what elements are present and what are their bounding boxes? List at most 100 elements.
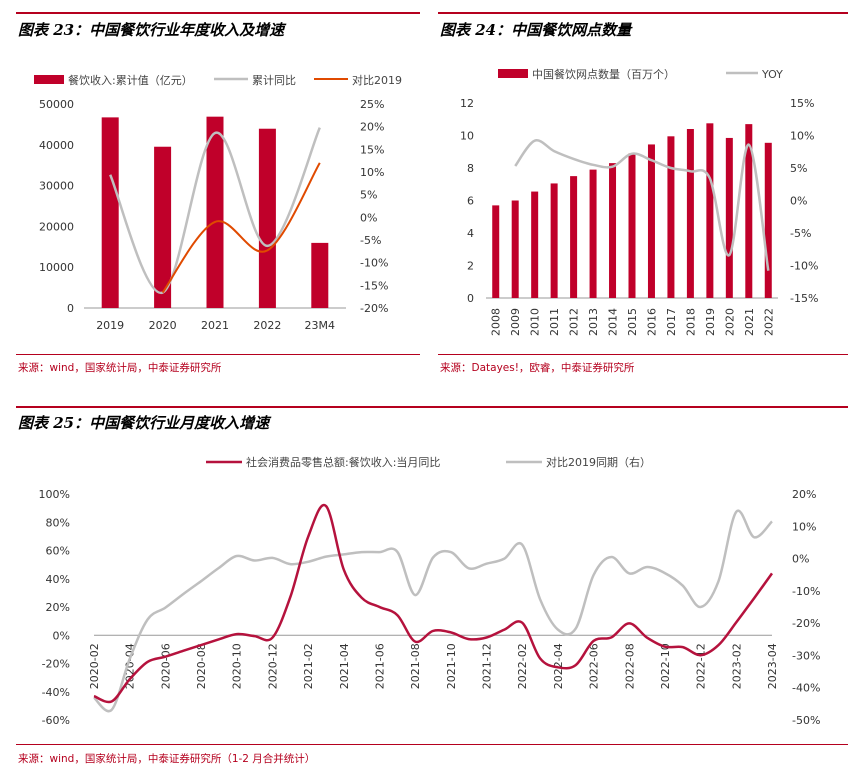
y-right-tick-label: -15% [790,292,818,305]
legend-label-yoy: 累计同比 [252,74,296,87]
bar-outlets-2009 [511,200,519,298]
x-tick-label: 2013 [587,308,600,336]
y-right-tick-label: 10% [792,520,816,533]
y-left-tick-label: 0 [467,292,474,305]
bar-outlets-2022 [764,142,772,298]
y-left-tick-label: 12 [460,97,474,110]
x-tick-label: 2021-12 [481,643,494,689]
x-tick-label: 2020 [149,319,177,332]
x-tick-label: 2022 [253,319,281,332]
x-tick-label: 2019 [704,308,717,336]
y-right-tick-label: -50% [792,714,820,727]
y-left-tick-label: 60% [46,545,70,558]
chart23-source: 来源：wind，国家统计局，中泰证券研究所 [18,362,222,374]
bar-revenue-23M4 [311,242,329,308]
x-tick-label: 2021 [201,319,229,332]
legend-label-outlets: 中国餐饮网点数量（百万个） [532,67,675,81]
bar-outlets-2014 [609,163,617,298]
x-tick-label: 2022-12 [695,643,708,689]
y-left-tick-label: 50000 [39,98,74,111]
y-left-tick-label: 10000 [39,261,74,274]
bar-outlets-2012 [570,176,578,298]
chart24-plot: 中国餐饮网点数量（百万个） YOY 0 2 4 6 8 10 12 -15% -10% -5% 0% 5%… [460,67,818,336]
x-tick-label: 2012 [568,308,581,336]
x-tick-label: 2022-06 [588,643,601,689]
bar-outlets-2013 [589,169,597,298]
y-left-tick-label: 40% [46,573,70,586]
y-right-tick-label: 20% [792,488,816,501]
y-right-tick-label: -10% [360,257,388,270]
x-tick-label: 2020-12 [266,643,279,689]
legend-label-vs2019: 对比2019同期（右） [546,455,651,469]
x-tick-label: 2021-02 [302,643,315,689]
line-yoy [514,139,770,271]
y-left-tick-label: 10 [460,130,474,143]
line-monthly-yoy [93,503,774,704]
y-left-tick-label: 80% [46,516,70,529]
legend-label-yoy: YOY [761,68,783,81]
y-right-tick-label: 10% [790,130,814,143]
chart23-title: 图表 23：中国餐饮行业年度收入及增速 [18,21,285,39]
x-tick-label: 2015 [626,308,639,336]
legend-label-vs2019: 对比2019 [352,73,402,87]
x-tick-label: 2022 [762,308,775,336]
x-tick-label: 2021-04 [338,643,351,689]
legend-swatch-revenue [34,75,64,84]
y-right-tick-label: -10% [792,585,820,598]
x-tick-label: 2023-04 [766,643,779,689]
x-tick-label: 2021-06 [373,643,386,689]
x-tick-label: 2021-08 [409,643,422,689]
line-vs2019 [93,509,773,713]
y-right-tick-label: 20% [360,121,384,134]
y-right-tick-label: 15% [360,143,384,156]
bar-revenue-2021 [206,116,224,309]
y-right-tick-label: 5% [360,189,377,202]
y-left-tick-label: 8 [467,162,474,175]
legend-label-revenue: 餐饮收入:累计值（亿元） [68,73,193,87]
y-right-tick-label: -20% [792,617,820,630]
legend-label-monthly-yoy: 社会消费品零售总额:餐饮收入:当月同比 [246,455,440,469]
y-left-tick-label: 6 [467,195,474,208]
bar-outlets-2010 [531,191,539,298]
chart25-title: 图表 25：中国餐饮行业月度收入增速 [18,414,270,432]
y-left-tick-label: 20% [46,601,70,614]
y-left-tick-label: -60% [42,714,70,727]
x-tick-label: 2021 [743,308,756,336]
x-tick-label: 2020-10 [231,643,244,689]
bar-outlets-2019 [706,123,714,298]
y-right-tick-label: -15% [360,279,388,292]
x-tick-label: 2021-10 [445,643,458,689]
y-left-tick-label: -40% [42,686,70,699]
y-right-tick-label: 5% [790,162,807,175]
bar-outlets-2021 [745,124,753,298]
x-tick-label: 2023-02 [730,643,743,689]
x-tick-label: 2020-06 [159,643,172,689]
bar-outlets-2018 [686,129,694,298]
y-right-tick-label: -20% [360,302,388,315]
y-right-tick-label: -5% [360,234,381,247]
x-tick-label: 2022-02 [516,643,529,689]
chart23-plot: 餐饮收入:累计值（亿元） 累计同比 对比2019 0 10000 20000 30000 40… [34,73,402,332]
bar-revenue-2020 [154,146,172,308]
y-right-tick-label: 0% [790,195,807,208]
x-tick-label: 2018 [684,308,697,336]
chart24-title: 图表 24：中国餐饮网点数量 [440,21,632,39]
x-tick-label: 2020 [723,308,736,336]
y-left-tick-label: 0% [53,629,70,642]
x-tick-label: 2009 [509,308,522,336]
y-left-tick-label: 40000 [39,139,74,152]
legend-swatch-outlets [498,69,528,78]
y-right-tick-label: 10% [360,166,384,179]
bar-revenue-2022 [258,128,276,308]
y-right-tick-label: 0% [360,211,377,224]
line-vs2019 [161,162,321,294]
chart24-source: 来源：Datayes!，欧睿，中泰证券研究所 [440,362,635,374]
bar-outlets-2020 [725,137,733,298]
x-tick-label: 2019 [96,319,124,332]
y-right-tick-label: -5% [790,227,811,240]
y-right-tick-label: -10% [790,260,818,273]
y-right-tick-label: -40% [792,682,820,695]
x-tick-label: 2008 [490,308,503,336]
y-right-tick-label: 15% [790,97,814,110]
y-left-tick-label: 0 [67,302,74,315]
